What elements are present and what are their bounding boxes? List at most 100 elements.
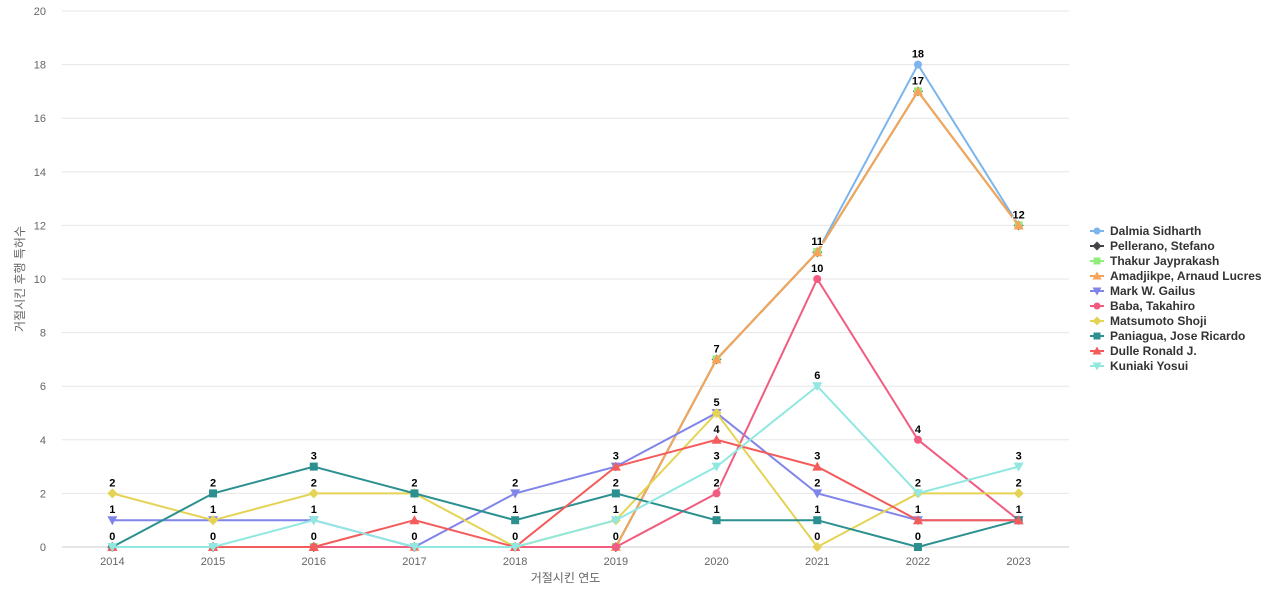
data-label: 1: [512, 504, 518, 516]
series-point: [913, 435, 922, 444]
data-label: 2: [311, 477, 317, 489]
series-point: [1013, 462, 1024, 472]
series-point: [208, 515, 219, 526]
legend-item[interactable]: Mark W. Gailus: [1090, 284, 1196, 298]
legend-item[interactable]: Thakur Jayprakash: [1090, 254, 1219, 268]
series-2: [107, 86, 1024, 552]
legend-item[interactable]: Dalmia Sidharth: [1090, 224, 1201, 238]
legend-label: Dalmia Sidharth: [1110, 224, 1201, 238]
series-point: [711, 408, 722, 418]
data-label: 3: [311, 451, 317, 463]
data-label: 18: [912, 49, 924, 61]
series-1: [108, 60, 1023, 551]
legend-label: Baba, Takahiro: [1110, 299, 1195, 313]
series-point: [510, 543, 521, 552]
series-9: [107, 434, 1024, 551]
legend-symbol: [1093, 257, 1101, 265]
series-point: [409, 515, 420, 525]
legend-label: Thakur Jayprakash: [1110, 254, 1219, 268]
data-label: 1: [814, 504, 820, 516]
x-tick-label: 2018: [503, 556, 527, 568]
data-label: 1: [1016, 504, 1022, 516]
legend-label: Amadjikpe, Arnaud Lucres: [1110, 269, 1262, 283]
series-point: [913, 543, 922, 551]
series-point: [812, 382, 823, 392]
legend-item[interactable]: Matsumoto Shoji: [1090, 314, 1207, 328]
series-point: [1013, 220, 1024, 230]
legend-item[interactable]: Paniagua, Jose Ricardo: [1090, 329, 1245, 343]
series-point: [812, 542, 823, 552]
legend-item[interactable]: Pellerano, Stefano: [1090, 239, 1215, 253]
data-label: 4: [713, 424, 720, 436]
legend-label: Mark W. Gailus: [1110, 284, 1196, 298]
series-point: [813, 275, 822, 283]
data-label: 0: [210, 531, 216, 543]
series-point: [712, 489, 721, 498]
series-point: [912, 515, 923, 525]
data-label: 17: [912, 75, 924, 87]
data-label: 1: [613, 504, 619, 516]
series-point: [107, 543, 118, 552]
legend-item[interactable]: Amadjikpe, Arnaud Lucres: [1090, 269, 1262, 283]
y-tick-label: 16: [34, 113, 46, 125]
series-point: [409, 543, 420, 552]
series-line: [112, 411, 1019, 549]
legend-label: Matsumoto Shoji: [1110, 314, 1207, 328]
data-label: 3: [1016, 451, 1022, 463]
legend-symbol: [1092, 271, 1102, 280]
legend-item[interactable]: Baba, Takahiro: [1090, 299, 1195, 313]
series-point: [610, 461, 621, 471]
legend-label: Paniagua, Jose Ricardo: [1110, 329, 1245, 343]
data-label: 0: [613, 531, 619, 543]
data-label: 1: [915, 504, 921, 516]
series-point: [610, 516, 621, 526]
y-axis-title: 거절시킨 후행 특허수: [12, 226, 27, 332]
x-tick-label: 2020: [704, 556, 728, 568]
x-tick-label: 2021: [805, 556, 829, 568]
series-point: [1013, 488, 1024, 499]
y-tick-label: 0: [40, 542, 46, 554]
legend-symbol: [1093, 302, 1101, 310]
legend-label: Pellerano, Stefano: [1110, 239, 1215, 253]
series-point: [209, 489, 218, 498]
data-label: 2: [109, 477, 115, 489]
series-point: [912, 489, 923, 499]
data-label: 3: [814, 451, 820, 463]
series-point: [711, 434, 722, 444]
series-point: [611, 543, 620, 551]
series-point: [913, 60, 922, 69]
legend-symbol: [1092, 241, 1102, 251]
x-tick-label: 2023: [1006, 556, 1030, 568]
x-axis-title: 거절시킨 연도: [531, 571, 601, 585]
series-line: [112, 62, 1020, 548]
legend-label: Dulle Ronald J.: [1110, 344, 1197, 358]
legend-item[interactable]: Dulle Ronald J.: [1090, 344, 1197, 358]
series-point: [712, 516, 721, 525]
series-point: [813, 516, 822, 525]
data-label: 0: [512, 531, 518, 543]
series-point: [812, 461, 823, 471]
series-point: [511, 516, 520, 525]
legend-symbol: [1093, 332, 1101, 340]
legend-symbol: [1092, 316, 1102, 326]
legend-symbol: [1093, 227, 1101, 235]
series-line: [112, 89, 1020, 548]
legend-symbol: [1092, 287, 1102, 296]
y-tick-label: 12: [34, 220, 46, 232]
series-5: [107, 409, 1024, 552]
legend-item[interactable]: Kuniaki Yosui: [1090, 359, 1188, 373]
data-label: 7: [713, 343, 719, 355]
series-4: [107, 86, 1024, 551]
series-point: [107, 488, 118, 499]
data-label: 0: [109, 531, 115, 543]
series-3: [108, 87, 1023, 551]
series-line: [112, 89, 1020, 548]
legend-symbol: [1092, 362, 1102, 371]
data-label: 0: [814, 531, 820, 543]
x-tick-label: 2017: [402, 556, 426, 568]
y-tick-label: 10: [34, 274, 46, 286]
data-label: 2: [915, 477, 921, 489]
series-point: [1013, 515, 1024, 525]
